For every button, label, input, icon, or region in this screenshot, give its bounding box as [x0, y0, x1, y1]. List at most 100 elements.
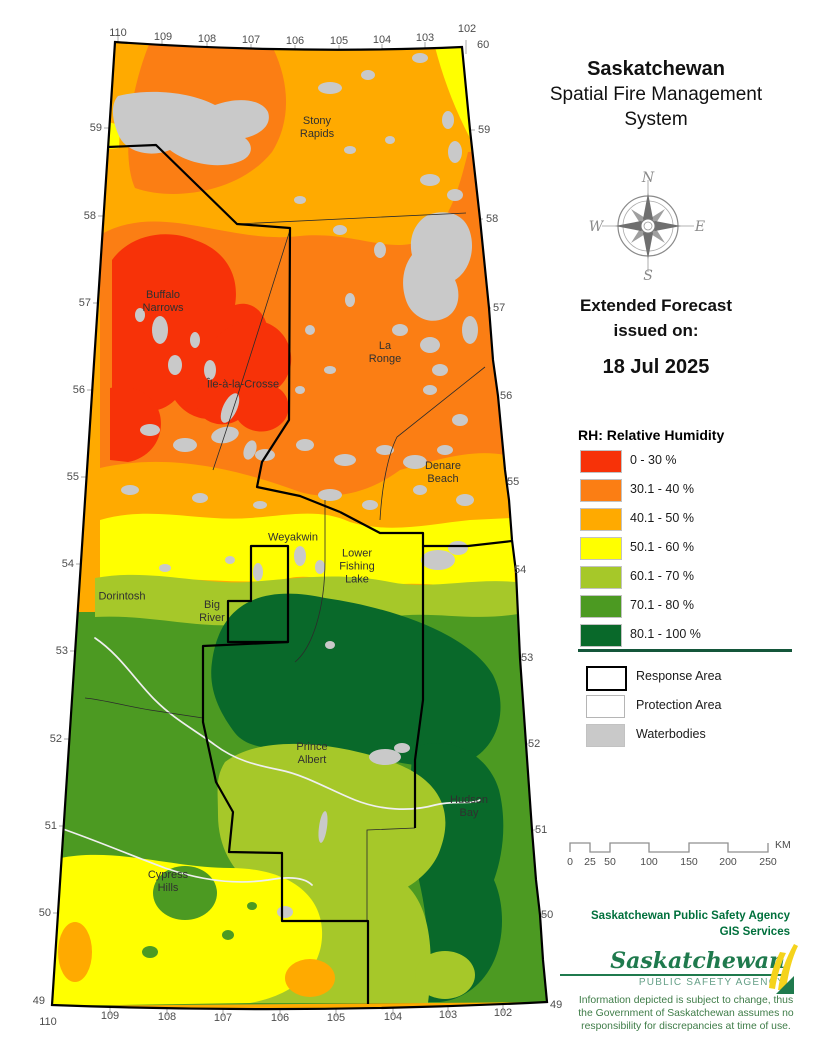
scale-tick-label: 250: [759, 856, 777, 868]
cypress-hills-green: [142, 866, 257, 958]
lat-label: 50: [38, 907, 51, 919]
protection-area-swatch: [586, 695, 625, 718]
lon-label: 104: [383, 1011, 403, 1023]
legend-label: 80.1 - 100 %: [630, 627, 701, 641]
lon-label: 105: [329, 35, 349, 47]
lat-label: 53: [55, 645, 68, 657]
lon-label: 106: [270, 1012, 290, 1024]
lon-label: 102: [493, 1007, 513, 1019]
compass-south-label: S: [643, 268, 653, 284]
forecast-heading-line2: issued on:: [613, 321, 699, 340]
response-area-swatch: [586, 666, 627, 691]
lat-label: 52: [528, 738, 541, 750]
rivers: [59, 637, 481, 886]
scale-unit-label: KM: [775, 839, 791, 851]
lon-label: 110: [109, 27, 127, 39]
lat-label: 51: [535, 824, 548, 836]
lat-label: 58: [486, 213, 499, 225]
lon-label: 103: [415, 32, 435, 44]
compass-west-label: W: [588, 219, 604, 235]
legend-swatch-60-70: [580, 566, 622, 589]
map-title: Saskatchewan Spatial Fire Management Sys…: [498, 56, 814, 132]
disclaimer: Information depicted is subject to chang…: [575, 994, 797, 1034]
lat-label: 52: [49, 733, 62, 745]
lat-label: 59: [478, 124, 491, 136]
agency-logo-subtitle: PUBLIC SAFETY AGENCY: [638, 977, 785, 988]
lat-label: 60: [477, 39, 490, 51]
lat-label: 55: [507, 476, 520, 488]
south-amber-spots: [58, 922, 335, 997]
place-label-hudson-bay: Hudson Bay: [450, 794, 488, 819]
place-label-ile-a-la-crosse: Île-à-la-Crosse: [206, 378, 280, 391]
compass-north-label: N: [641, 170, 655, 186]
legend-label: Protection Area: [636, 698, 722, 712]
legend-title: RH: Relative Humidity: [578, 427, 725, 443]
credits-agency: Saskatchewan Public Safety Agency: [591, 910, 790, 922]
wheat-sheaf-icon: [769, 944, 798, 994]
place-label-stony-rapids: Stony Rapids: [299, 115, 335, 140]
credits-gis-services: GIS Services: [719, 926, 790, 938]
lon-label: 107: [241, 34, 261, 46]
disclaimer-line2: the Government of Saskatchewan assumes n…: [578, 1008, 794, 1020]
place-label-dorintosh: Dorintosh: [98, 590, 146, 603]
saskatchewan-rh-map: [50, 36, 549, 1017]
lat-label: 53: [521, 652, 534, 664]
lon-label: 108: [197, 33, 217, 45]
lat-label: 50: [541, 909, 554, 921]
lon-label: 108: [157, 1011, 177, 1023]
legend-label: 0 - 30 %: [630, 453, 677, 467]
scale-tick-label: 0: [567, 856, 573, 868]
lat-label: 54: [514, 564, 527, 576]
forecast-block: Extended Forecast issued on: 18 Jul 2025: [498, 293, 814, 379]
legend-label: 40.1 - 50 %: [630, 511, 694, 525]
lat-label: 56: [500, 390, 513, 402]
lon-label: 109: [100, 1010, 120, 1022]
place-label-weyakwin: Weyakwin: [268, 531, 318, 544]
place-label-lower-fishing-lake: Lower Fishing Lake: [339, 547, 375, 586]
lat-label: 54: [61, 558, 74, 570]
place-label-cypress-hills: Cypress Hills: [147, 869, 189, 894]
map-title-line1: Saskatchewan: [587, 58, 725, 80]
agency-logo-wordmark: Saskatchewan: [560, 948, 785, 976]
lat-label: 59: [89, 122, 102, 134]
lon-label: 103: [438, 1009, 458, 1021]
lon-label: 102: [457, 23, 477, 35]
scale-tick-label: 150: [680, 856, 698, 868]
place-label-big-river: Big River: [199, 599, 225, 624]
protection-area-boundaries: [84, 212, 486, 921]
legend-swatch-40-50: [580, 508, 622, 531]
legend-divider: [578, 649, 792, 652]
forecast-heading-line1: Extended Forecast: [579, 296, 733, 315]
compass-rose-icon: [602, 180, 694, 272]
legend-label: 60.1 - 70 %: [630, 569, 694, 583]
map-title-line3: System: [624, 109, 688, 130]
legend-swatch-70-80: [580, 595, 622, 618]
scale-tick-label: 200: [719, 856, 737, 868]
lat-label: 57: [78, 297, 91, 309]
lat-label: 49: [550, 999, 563, 1011]
legend-label: Response Area: [636, 669, 722, 683]
disclaimer-line1: Information depicted is subject to chang…: [578, 995, 794, 1006]
lat-label: 56: [72, 384, 85, 396]
lon-label: 105: [326, 1012, 346, 1024]
lon-label: 106: [285, 35, 305, 47]
forecast-date: 18 Jul 2025: [602, 356, 710, 378]
place-label-denare-beach: Denare Beach: [424, 460, 462, 485]
credits-block: Saskatchewan Public Safety Agency GIS Se…: [500, 908, 790, 940]
waterbodies-swatch: [586, 724, 625, 747]
legend-label: Waterbodies: [636, 727, 706, 741]
rh-50-60-south-region: [52, 854, 323, 1006]
lat-label: 51: [44, 820, 57, 832]
place-label-la-ronge: La Ronge: [368, 340, 402, 365]
response-area-boundaries: [107, 143, 513, 1004]
legend-swatch-0-30: [580, 450, 622, 473]
lat-label: 55: [66, 471, 79, 483]
compass-east-label: E: [694, 219, 706, 235]
waterbodies: [112, 53, 478, 918]
lon-label: 107: [213, 1012, 233, 1024]
place-label-prince-albert: Prince Albert: [296, 741, 328, 766]
lat-label: 49: [32, 995, 45, 1007]
scale-bar: [569, 842, 769, 853]
disclaimer-line3: responsibility for discrepancies at time…: [581, 1021, 791, 1033]
